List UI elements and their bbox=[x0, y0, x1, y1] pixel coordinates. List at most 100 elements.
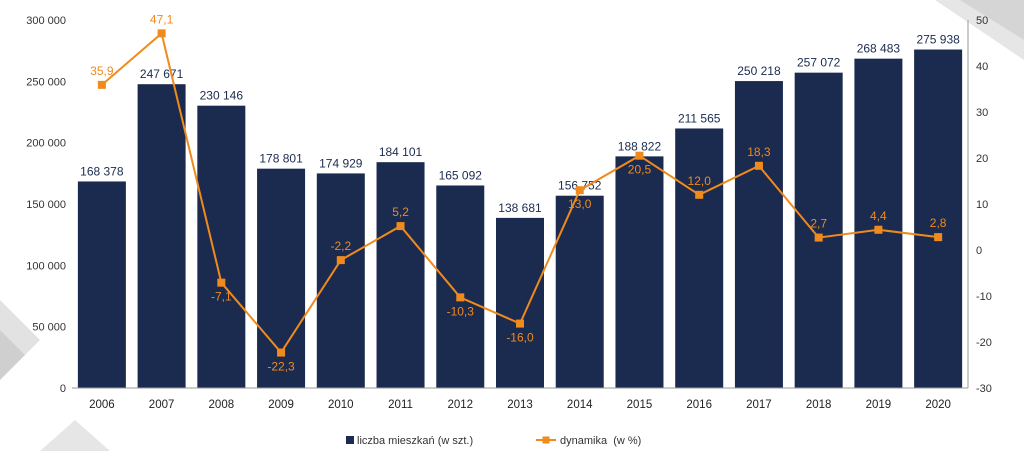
bar bbox=[77, 181, 126, 388]
bar-value-label: 268 483 bbox=[857, 42, 901, 56]
right-tick-label: 50 bbox=[976, 15, 988, 27]
dynamics-value-label: 5,2 bbox=[392, 205, 409, 219]
category-label: 2016 bbox=[686, 399, 712, 411]
bar bbox=[555, 195, 604, 388]
bar-value-label: 247 671 bbox=[140, 67, 184, 81]
category-label: 2020 bbox=[925, 399, 951, 411]
bar-data-labels: 168 378 247 671 230 146 178 801 174 929 184 1… bbox=[80, 33, 960, 215]
bar bbox=[734, 81, 783, 388]
category-label: 2010 bbox=[328, 399, 354, 411]
bar-value-label: 250 218 bbox=[737, 64, 781, 78]
right-tick-label: 30 bbox=[976, 107, 988, 119]
dynamics-marker bbox=[695, 190, 704, 199]
right-tick-label: -10 bbox=[976, 291, 992, 303]
category-label: 2012 bbox=[447, 399, 473, 411]
dynamics-marker bbox=[157, 29, 166, 38]
bar-value-label: 165 092 bbox=[439, 168, 483, 182]
bar bbox=[914, 49, 963, 388]
bar-value-label: 138 681 bbox=[498, 201, 542, 215]
right-tick-label: -30 bbox=[976, 383, 992, 395]
left-tick-label: 0 bbox=[60, 383, 66, 395]
category-label: 2017 bbox=[746, 399, 772, 411]
legend: liczba mieszkań (w szt.) dynamika (w %) bbox=[346, 435, 641, 447]
dynamics-value-label: -10,3 bbox=[447, 304, 475, 318]
dynamics-marker bbox=[754, 161, 763, 170]
left-tick-label: 300 000 bbox=[26, 15, 66, 27]
dynamics-marker bbox=[217, 278, 226, 287]
left-tick-label: 250 000 bbox=[26, 76, 66, 88]
category-label: 2009 bbox=[268, 399, 294, 411]
dynamics-value-label: 2,7 bbox=[810, 217, 827, 231]
dynamics-value-label: -7,1 bbox=[211, 290, 232, 304]
x-axis: 2006 2007 2008 2009 2010 2011 2012 2013 2014 2015… bbox=[89, 399, 951, 411]
bar bbox=[436, 185, 485, 388]
dynamics-marker bbox=[277, 348, 286, 357]
dynamics-marker bbox=[396, 222, 405, 231]
bar bbox=[496, 217, 544, 388]
category-label: 2011 bbox=[388, 399, 413, 411]
right-tick-label: 20 bbox=[976, 153, 988, 165]
left-tick-label: 200 000 bbox=[26, 138, 66, 150]
category-label: 2008 bbox=[209, 399, 235, 411]
dynamics-value-label: 35,9 bbox=[90, 64, 114, 78]
decor-shape-left-2 bbox=[0, 330, 25, 380]
dynamics-value-label: -22,3 bbox=[267, 360, 295, 374]
bar bbox=[197, 105, 246, 389]
left-tick-label: 150 000 bbox=[26, 199, 66, 211]
dynamics-marker bbox=[934, 233, 943, 242]
legend-swatch-marker bbox=[542, 436, 550, 444]
legend-label-bars: liczba mieszkań (w szt.) bbox=[357, 435, 473, 447]
category-label: 2015 bbox=[627, 399, 653, 411]
dynamics-marker bbox=[814, 233, 823, 242]
category-label: 2019 bbox=[866, 399, 892, 411]
bar bbox=[615, 156, 664, 388]
bar-value-label: 184 101 bbox=[379, 145, 423, 159]
decor-shape-bottom-left bbox=[40, 420, 110, 451]
bar bbox=[137, 84, 186, 388]
bar bbox=[316, 173, 365, 388]
bar-value-label: 156 752 bbox=[558, 179, 602, 193]
decor-shape-top-right-2 bbox=[960, 0, 1024, 40]
right-axis: -30 -20 -10 0 10 20 30 40 50 bbox=[976, 15, 992, 395]
category-label: 2013 bbox=[507, 399, 533, 411]
dynamics-value-label: 18,3 bbox=[747, 145, 771, 159]
dynamics-value-label: 47,1 bbox=[150, 12, 174, 26]
category-label: 2018 bbox=[806, 399, 832, 411]
bar bbox=[675, 128, 724, 388]
bars-series bbox=[77, 49, 963, 389]
right-tick-label: -20 bbox=[976, 337, 992, 349]
left-tick-label: 50 000 bbox=[32, 322, 66, 334]
dynamics-marker bbox=[456, 293, 465, 302]
category-label: 2014 bbox=[567, 399, 593, 411]
right-tick-label: 0 bbox=[976, 245, 982, 257]
dynamics-value-label: 4,4 bbox=[870, 209, 887, 223]
bar-value-label: 168 378 bbox=[80, 164, 124, 178]
legend-label-line: dynamika (w %) bbox=[560, 435, 641, 447]
bar-value-label: 275 938 bbox=[916, 33, 960, 47]
dynamics-value-label: -16,0 bbox=[506, 331, 534, 345]
left-axis: 0 50 000 100 000 150 000 200 000 250 000 300 0… bbox=[26, 15, 66, 395]
bar-value-label: 174 929 bbox=[319, 156, 363, 170]
dynamics-value-label: 2,8 bbox=[930, 216, 947, 230]
bar-value-label: 188 822 bbox=[618, 139, 662, 153]
bar bbox=[854, 58, 903, 388]
bar-value-label: 257 072 bbox=[797, 56, 841, 70]
left-tick-label: 100 000 bbox=[26, 260, 66, 272]
bar bbox=[376, 162, 425, 388]
dynamics-value-label: -2,2 bbox=[330, 239, 351, 253]
dynamics-value-label: 12,0 bbox=[688, 174, 712, 188]
dynamics-marker bbox=[97, 80, 106, 89]
dynamics-data-labels: 35,9 47,1 -7,1 -22,3 -2,2 5,2 -10,3 -16,0 13,0 20… bbox=[90, 12, 947, 373]
bar-value-label: 230 146 bbox=[200, 89, 244, 103]
dynamics-marker bbox=[516, 319, 524, 328]
bar-value-label: 178 801 bbox=[259, 152, 303, 166]
category-label: 2007 bbox=[149, 399, 175, 411]
dynamics-marker bbox=[575, 186, 584, 195]
right-tick-label: 40 bbox=[976, 61, 988, 73]
dynamics-value-label: 20,5 bbox=[628, 163, 652, 177]
dynamics-value-label: 13,0 bbox=[568, 197, 592, 211]
bar-value-label: 211 565 bbox=[678, 111, 721, 125]
dynamics-series bbox=[97, 29, 943, 357]
